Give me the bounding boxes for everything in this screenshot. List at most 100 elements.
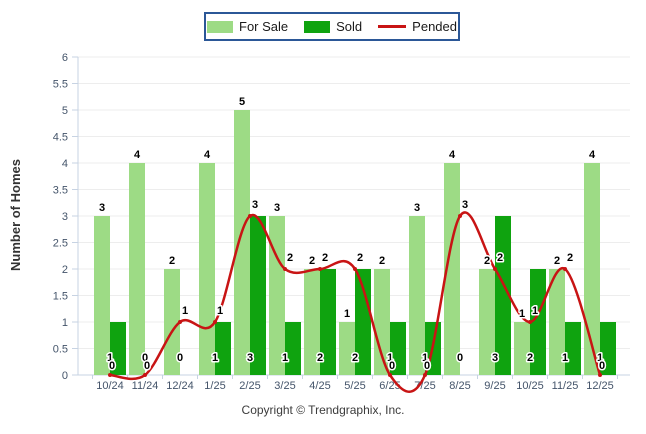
x-tick-label: 10/24 (96, 380, 124, 392)
value-label-sold-4/25: 2 (317, 352, 323, 364)
bar-sold-3/25[interactable] (285, 322, 301, 375)
legend-label-pended: Pended (412, 19, 457, 34)
pended-point-6/25[interactable] (388, 373, 392, 377)
y-tick-label: 5 (62, 105, 68, 117)
bar-for-sale-12/24[interactable] (164, 269, 180, 375)
pended-point-7/25[interactable] (423, 373, 427, 377)
bar-for-sale-8/25[interactable] (444, 163, 460, 375)
y-tick-label: 0 (62, 370, 68, 382)
bar-sold-9/25[interactable] (495, 216, 511, 375)
value-label-for-sale-9/25: 2 (484, 255, 490, 267)
bar-sold-11/25[interactable] (565, 322, 581, 375)
x-tick-label: 11/25 (552, 380, 579, 392)
bar-for-sale-6/25[interactable] (374, 269, 390, 375)
value-label-pended-12/24: 1 (182, 305, 188, 317)
bar-for-sale-4/25[interactable] (304, 269, 320, 375)
value-label-for-sale-7/25: 3 (414, 202, 420, 214)
bar-sold-10/24[interactable] (110, 322, 126, 375)
bar-sold-1/25[interactable] (215, 322, 231, 375)
pended-point-12/24[interactable] (178, 320, 182, 324)
pended-point-10/25[interactable] (528, 320, 532, 324)
x-tick-label: 1/25 (204, 380, 225, 392)
y-tick-label: 3 (62, 211, 68, 223)
value-label-sold-3/25: 1 (282, 352, 288, 364)
value-label-sold-10/24: 1 (107, 352, 113, 364)
value-label-sold-12/24: 0 (177, 352, 183, 364)
bar-for-sale-1/25[interactable] (199, 163, 215, 375)
value-label-pended-3/25: 2 (287, 252, 293, 264)
bar-for-sale-10/25[interactable] (514, 322, 530, 375)
value-label-sold-11/25: 1 (562, 352, 568, 364)
value-label-for-sale-12/25: 4 (589, 149, 596, 161)
bar-for-sale-2/25[interactable] (234, 110, 250, 375)
bar-sold-10/25[interactable] (530, 269, 546, 375)
bar-for-sale-5/25[interactable] (339, 322, 355, 375)
bar-for-sale-7/25[interactable] (409, 216, 425, 375)
for-sale-swatch (207, 20, 233, 33)
x-tick-label: 4/25 (309, 380, 330, 392)
pended-point-5/25[interactable] (353, 267, 357, 271)
x-tick-label: 12/24 (166, 380, 194, 392)
value-label-pended-2/25: 3 (252, 199, 258, 211)
x-tick-label: 3/25 (274, 380, 295, 392)
legend-label-sold: Sold (336, 19, 363, 34)
value-label-for-sale-8/25: 4 (449, 149, 456, 161)
value-label-sold-10/25: 2 (527, 352, 533, 364)
value-label-pended-10/25: 1 (532, 305, 538, 317)
pended-point-2/25[interactable] (248, 214, 252, 218)
bar-for-sale-9/25[interactable] (479, 269, 495, 375)
legend-item-pended[interactable]: Pended (378, 19, 457, 34)
bar-for-sale-11/24[interactable] (129, 163, 145, 375)
value-label-for-sale-12/24: 2 (169, 255, 175, 267)
value-label-sold-9/25: 3 (492, 352, 498, 364)
bar-sold-4/25[interactable] (320, 269, 336, 375)
y-tick-label: 2 (62, 264, 68, 276)
y-tick-label: 1.5 (53, 291, 68, 303)
sold-swatch (304, 20, 331, 33)
value-label-sold-12/25: 1 (597, 352, 603, 364)
legend-item-for-sale[interactable]: For Sale (207, 19, 288, 34)
value-label-pended-4/25: 2 (322, 252, 328, 264)
bar-for-sale-12/25[interactable] (584, 163, 600, 375)
pended-point-11/24[interactable] (143, 373, 147, 377)
x-tick-label: 11/24 (132, 380, 159, 392)
chart-canvas: 0 0.5 1 1.5 2 2.5 3 3.5 4 4.5 5 5.5 6 10/24 11/24 12/24… (53, 52, 630, 393)
pended-point-1/25[interactable] (213, 320, 217, 324)
pended-point-10/24[interactable] (108, 373, 112, 377)
y-tick-label: 3.5 (53, 185, 68, 197)
pended-point-4/25[interactable] (318, 267, 322, 271)
value-label-for-sale-1/25: 4 (204, 149, 211, 161)
value-label-pended-12/25: 0 (599, 360, 605, 372)
x-tick-label: 2/25 (239, 380, 260, 392)
pended-point-3/25[interactable] (283, 267, 287, 271)
value-label-pended-9/25: 2 (497, 252, 503, 264)
y-tick-label: 4.5 (53, 132, 68, 144)
value-label-for-sale-3/25: 3 (274, 202, 280, 214)
value-label-sold-8/25: 0 (457, 352, 463, 364)
value-label-for-sale-5/25: 1 (344, 308, 350, 320)
legend-item-sold[interactable]: Sold (304, 19, 362, 34)
value-label-sold-7/25: 1 (422, 352, 428, 364)
y-tick-label: 6 (62, 52, 68, 64)
value-label-for-sale-11/25: 2 (554, 255, 560, 267)
bar-sold-2/25[interactable] (250, 216, 266, 375)
value-label-for-sale-10/24: 3 (99, 202, 105, 214)
value-label-for-sale-10/25: 1 (519, 308, 525, 320)
pended-point-12/25[interactable] (598, 373, 602, 377)
bar-for-sale-3/25[interactable] (269, 216, 285, 375)
y-tick-label: 4 (62, 158, 68, 170)
value-label-for-sale-4/25: 2 (309, 255, 315, 267)
value-label-for-sale-2/25: 5 (239, 96, 245, 108)
bar-for-sale-10/24[interactable] (94, 216, 110, 375)
bar-sold-12/25[interactable] (600, 322, 616, 375)
value-label-pended-11/25: 2 (567, 252, 573, 264)
pended-point-9/25[interactable] (493, 267, 497, 271)
bar-sold-6/25[interactable] (390, 322, 406, 375)
pended-line[interactable] (108, 211, 602, 393)
value-label-sold-1/25: 1 (212, 352, 218, 364)
bar-for-sale-11/25[interactable] (549, 269, 565, 375)
pended-point-8/25[interactable] (458, 214, 462, 218)
pended-point-11/25[interactable] (563, 267, 567, 271)
bar-sold-5/25[interactable] (355, 269, 371, 375)
